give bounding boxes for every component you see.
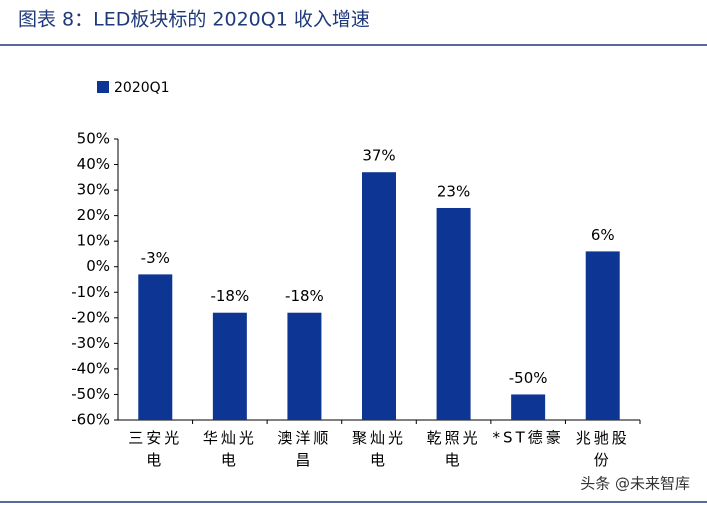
y-tick-label: 0% [86, 257, 110, 275]
bar [212, 312, 247, 420]
y-tick-label: 40% [77, 155, 110, 173]
watermark: 头条 @未来智库 [580, 475, 690, 493]
y-tick-label: -10% [71, 283, 110, 301]
x-tick-label: *ST德豪 [493, 429, 564, 447]
x-tick-label: 澳洋顺昌 [277, 429, 331, 469]
y-tick-label: -40% [71, 359, 110, 377]
x-tick-label: 三安光电 [128, 429, 182, 469]
x-tick-label: 聚灿光电 [352, 429, 406, 469]
bar [287, 312, 322, 420]
value-label: -18% [285, 287, 324, 305]
y-tick-label: 10% [77, 232, 110, 250]
bar [511, 394, 546, 420]
value-label: 6% [591, 226, 615, 244]
bar [362, 172, 396, 420]
value-label: -3% [141, 249, 170, 267]
x-tick-label: 乾照光电 [427, 429, 481, 469]
y-tick-label: 20% [77, 206, 110, 224]
value-label: 37% [362, 147, 395, 165]
y-tick-label: 30% [77, 181, 110, 199]
x-tick-label: 华灿光电 [203, 429, 257, 469]
y-tick-label: -50% [71, 385, 110, 403]
value-label: -50% [509, 369, 548, 387]
chart-title: 图表 8：LED板块标的 2020Q1 收入增速 [18, 9, 370, 31]
y-tick-label: -20% [71, 308, 110, 326]
value-label: 23% [437, 182, 470, 200]
y-tick-label: -30% [71, 334, 110, 352]
bar [436, 207, 471, 420]
legend-swatch [97, 81, 109, 93]
bar [585, 251, 620, 420]
bar [138, 274, 173, 420]
value-label: -18% [210, 287, 249, 305]
legend-label: 2020Q1 [114, 80, 170, 96]
y-tick-label: -60% [71, 411, 110, 429]
y-tick-label: 50% [77, 130, 110, 148]
x-tick-label: 兆驰股份 [576, 429, 630, 469]
